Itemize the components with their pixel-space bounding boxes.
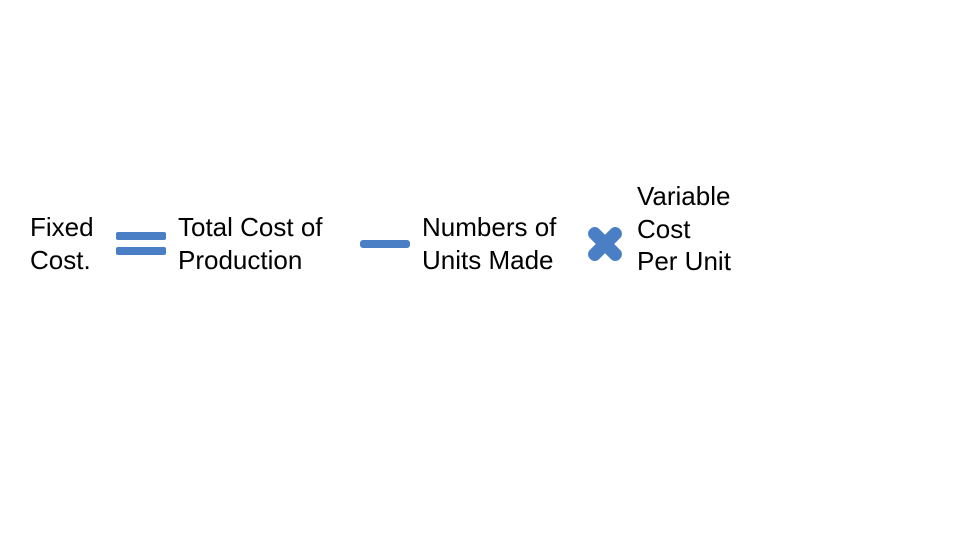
term-fixed-cost: Fixed Cost. xyxy=(30,211,108,276)
equals-icon xyxy=(108,232,178,255)
cost-formula: Fixed Cost. Total Cost of Production Num… xyxy=(30,210,757,278)
term-units-made: Numbers of Units Made xyxy=(422,211,577,276)
term-variable-cost: Variable CostPer Unit xyxy=(637,180,757,278)
minus-icon xyxy=(348,240,422,248)
term-total-cost: Total Cost of Production xyxy=(178,211,348,276)
multiply-icon xyxy=(577,226,637,262)
